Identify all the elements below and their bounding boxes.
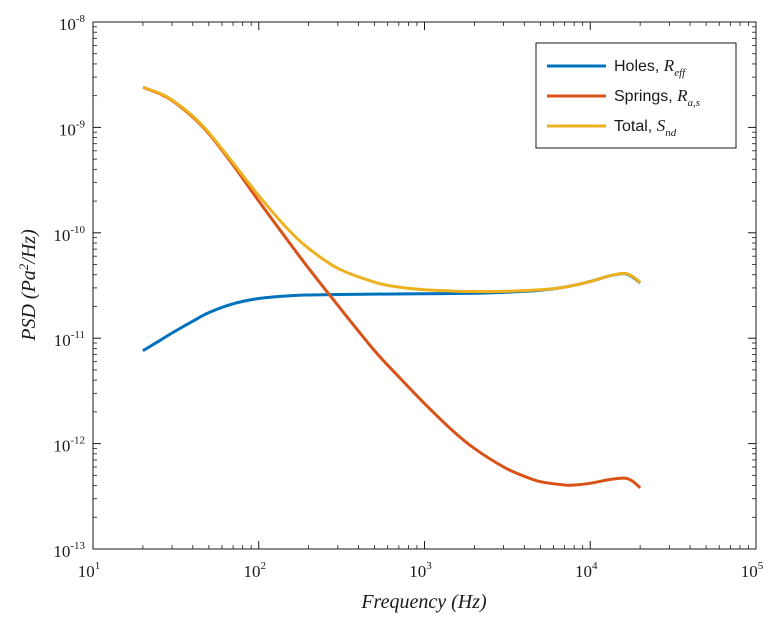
legend-label-holes: Holes, Reff xyxy=(614,56,687,79)
legend-label-springs: Springs, Ra,s xyxy=(614,86,700,109)
y-tick-label: 10-10 xyxy=(53,224,85,245)
y-tick-label: 10-11 xyxy=(54,329,85,350)
x-tick-label: 101 xyxy=(78,560,101,581)
legend: Holes, Reff Springs, Ra,s Total, Snd xyxy=(535,42,737,149)
y-tick-label: 10-12 xyxy=(53,435,85,456)
series-layer xyxy=(142,85,642,490)
x-tick-label: 105 xyxy=(741,560,764,581)
y-tick-label: 10-13 xyxy=(53,540,85,561)
y-tick-label: 10-8 xyxy=(59,13,86,34)
x-tick-label: 104 xyxy=(575,560,598,581)
ticks-layer: 101 102 103 104 105 10-13 10-12 10-11 10-10 10-9 1… xyxy=(53,13,763,581)
legend-label-total: Total, Snd xyxy=(614,116,677,139)
series-line-total xyxy=(142,85,642,294)
y-tick-label: 10-9 xyxy=(59,118,86,139)
y-axis-label: PSD (Pa2/Hz) xyxy=(16,229,40,342)
x-tick-label: 102 xyxy=(244,560,267,581)
x-axis-label: Frequency (Hz) xyxy=(360,591,487,613)
x-tick-label: 103 xyxy=(409,560,432,581)
